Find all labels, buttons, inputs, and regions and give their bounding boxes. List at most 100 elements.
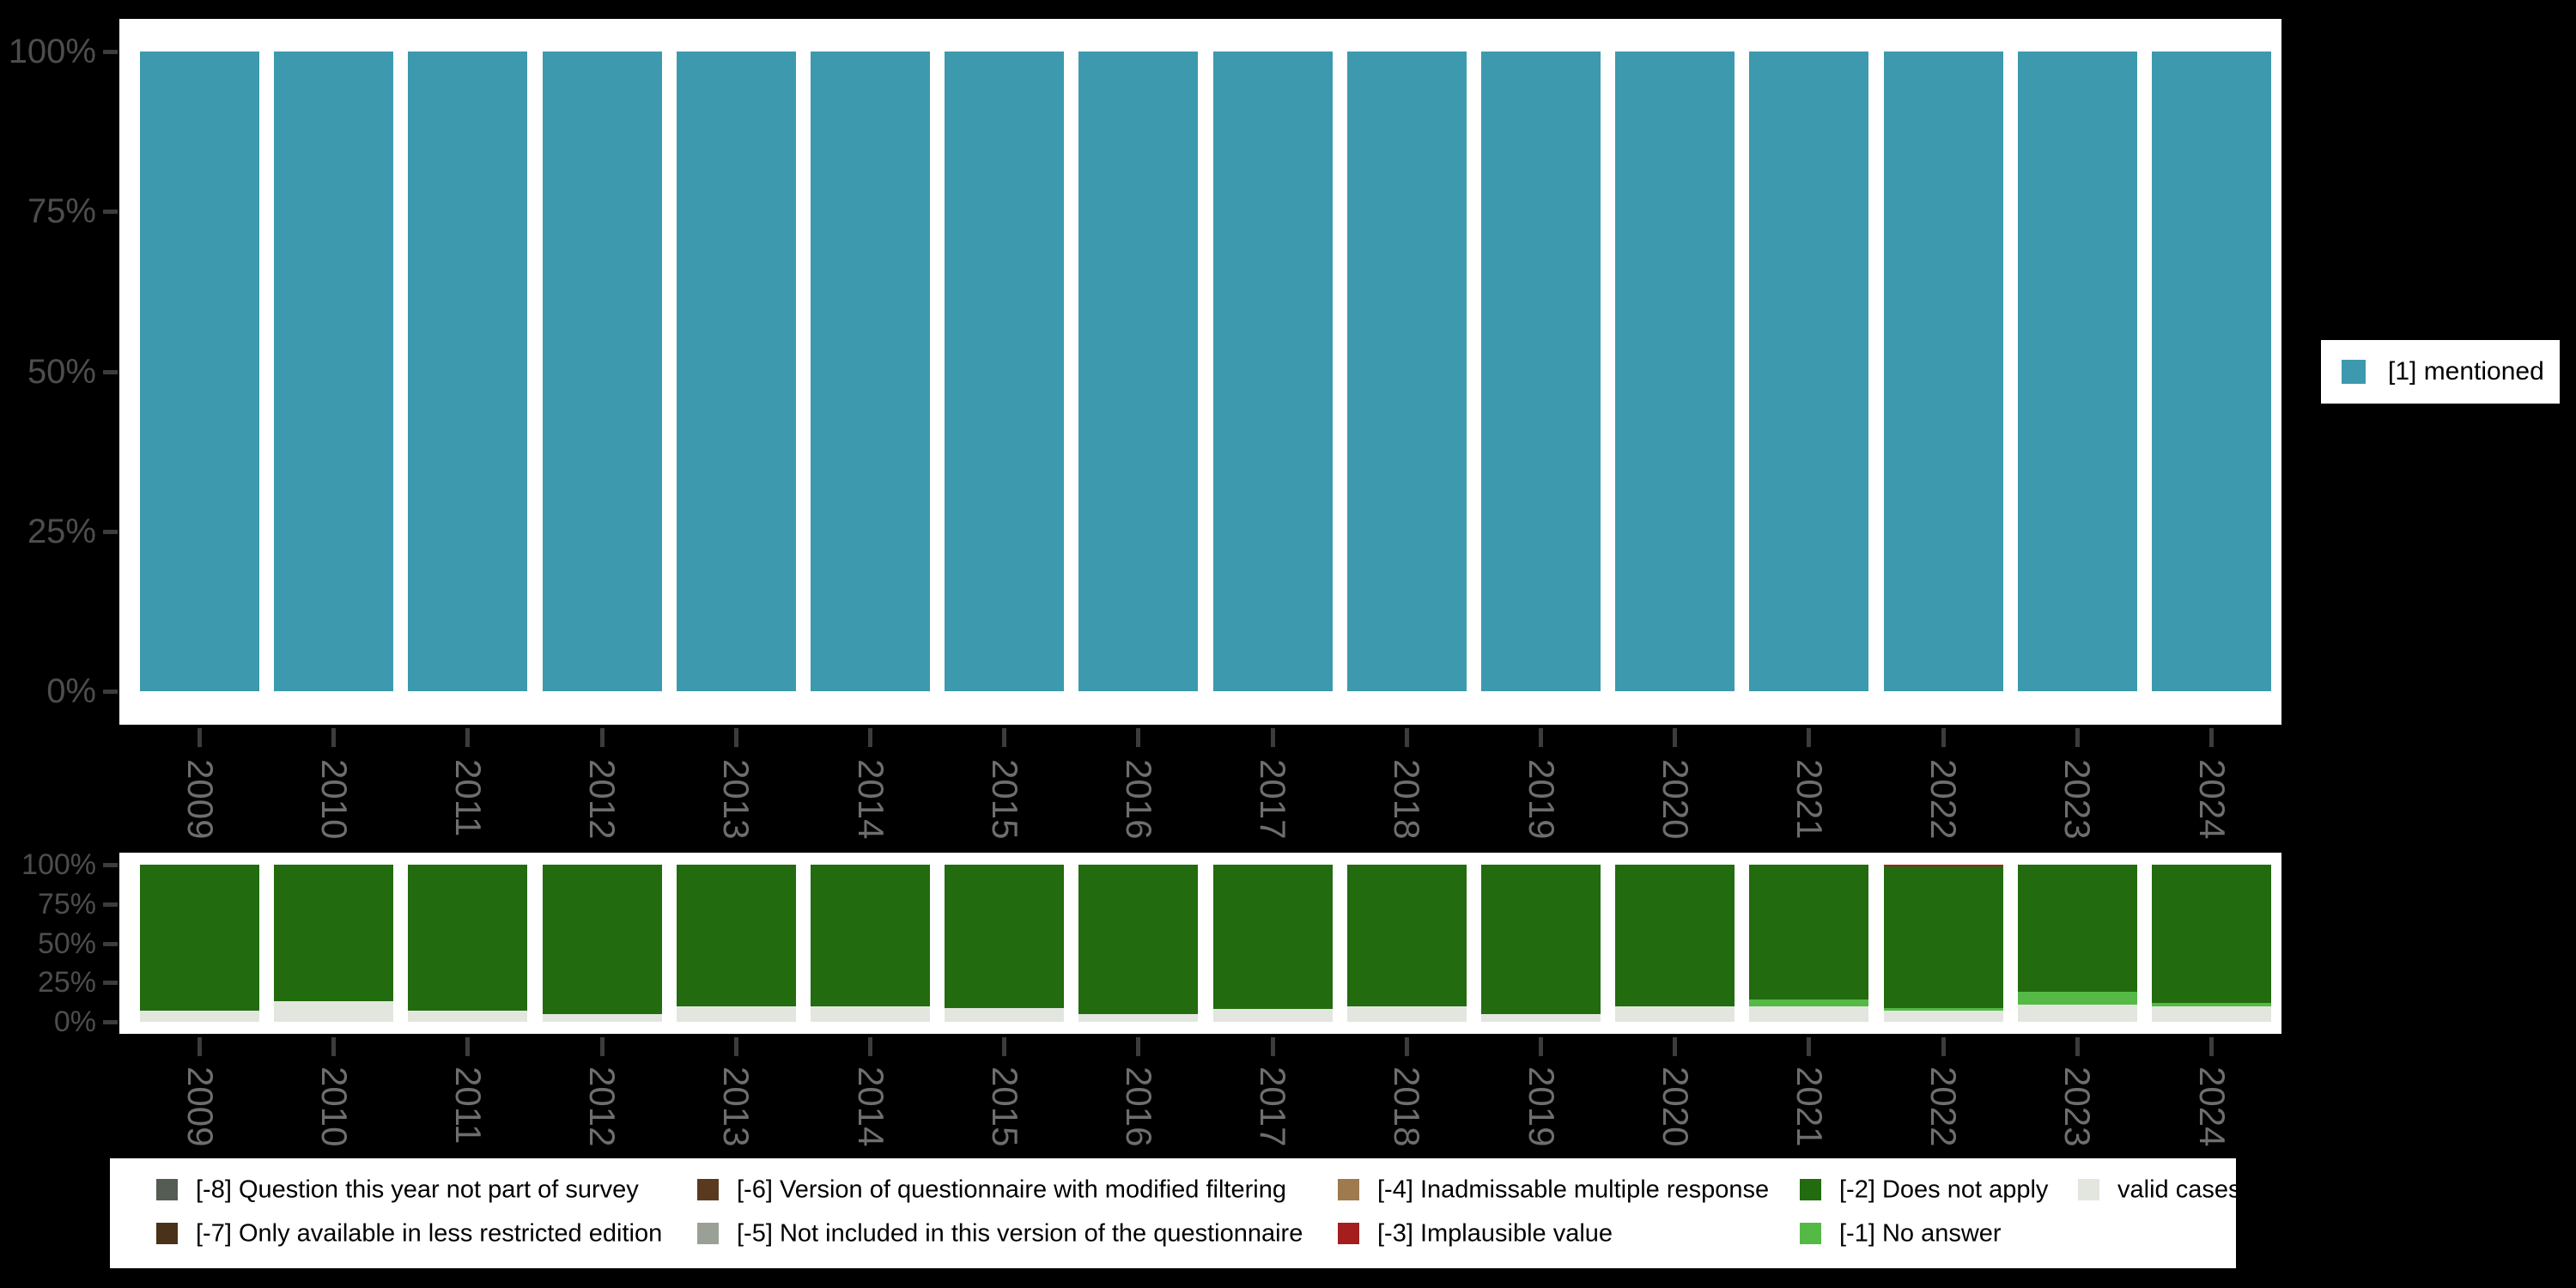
legend-swatch-valid [2078, 1179, 2099, 1200]
x-axis-tick [2075, 1037, 2080, 1056]
y-axis-tick [103, 863, 118, 867]
bar-segment-does-not-apply [1883, 866, 2003, 1008]
bar-segment-does-not-apply [2017, 865, 2137, 993]
x-axis-tick [868, 1037, 872, 1056]
x-axis-tick [465, 1037, 471, 1056]
legend-label--8: [-8] Question this year not part of surv… [196, 1176, 639, 1204]
legend-label--7: [-7] Only available in less restricted e… [196, 1219, 663, 1248]
x-axis-year-label: 2011 [447, 759, 489, 837]
y-axis-tick [103, 1020, 118, 1024]
bar-segment-valid-cases [542, 1013, 662, 1022]
x-axis-year-label: 2014 [850, 1066, 891, 1147]
x-axis-tick [1941, 728, 1946, 747]
bar-segment-does-not-apply [1615, 865, 1735, 1006]
legend-swatch--6 [697, 1179, 719, 1200]
bar-segment-valid-cases [2152, 1005, 2271, 1022]
bar-segment-does-not-apply [1212, 865, 1333, 1010]
bar-segment-no-answer [2152, 1003, 2271, 1006]
x-axis-tick [1270, 1037, 1275, 1056]
y-axis-label: 25% [27, 512, 96, 550]
x-axis-year-label: 2023 [2057, 1066, 2099, 1147]
y-axis-tick [103, 50, 118, 54]
x-axis-tick [733, 728, 738, 747]
bar-segment-mentioned [1481, 52, 1601, 691]
x-axis-year-label: 2020 [1655, 759, 1696, 840]
x-axis-year-label: 2014 [850, 759, 891, 840]
bar-segment-mentioned [1212, 52, 1333, 691]
y-axis-label: 75% [37, 887, 96, 920]
bar-segment-mentioned [2152, 52, 2271, 691]
x-axis-year-label: 2009 [179, 759, 221, 840]
x-axis-tick [868, 728, 872, 747]
x-axis-tick [1002, 1037, 1007, 1056]
x-axis-tick [331, 1037, 337, 1056]
x-axis-tick [1136, 728, 1141, 747]
bar-segment-implausible-value [1883, 865, 2003, 866]
bar-segment-mentioned [1749, 52, 1869, 691]
bar-segment-valid-cases [1346, 1005, 1467, 1022]
x-axis-tick [599, 1037, 605, 1056]
bar-segment-valid-cases [274, 1001, 394, 1022]
bar-segment-does-not-apply [1481, 865, 1601, 1014]
x-axis-tick [1002, 728, 1007, 747]
x-axis-year-label: 2024 [2191, 1066, 2233, 1147]
x-axis-year-label: 2021 [1789, 759, 1830, 840]
bar-segment-valid-cases [1883, 1011, 2003, 1022]
x-axis-tick [1673, 1037, 1678, 1056]
bar-segment-valid-cases [945, 1007, 1065, 1022]
bar-segment-does-not-apply [408, 865, 528, 1012]
legend-swatch--4 [1338, 1179, 1359, 1200]
bar-segment-does-not-apply [811, 865, 930, 1006]
x-axis-year-label: 2019 [1521, 759, 1562, 840]
legend-swatch--1 [1800, 1223, 1821, 1244]
bar-segment-does-not-apply [945, 865, 1065, 1008]
mentioned-legend: [1] mentioned [2321, 340, 2560, 404]
y-axis-tick [103, 941, 118, 946]
legend-swatch--8 [156, 1179, 178, 1200]
bar-segment-valid-cases [1615, 1005, 1735, 1022]
x-axis-tick [1270, 728, 1275, 747]
x-axis-year-label: 2017 [1253, 759, 1294, 840]
legend-label--4: [-4] Inadmissable multiple response [1377, 1176, 1770, 1204]
y-axis-label: 25% [37, 966, 96, 999]
bar-segment-valid-cases [1212, 1009, 1333, 1022]
x-axis-year-label: 2013 [716, 1066, 757, 1147]
bar-segment-mentioned [2017, 52, 2137, 691]
bar-segment-does-not-apply [274, 865, 394, 1002]
y-axis-label: 50% [27, 352, 96, 391]
legend-swatch--5 [697, 1223, 719, 1244]
x-axis-year-label: 2022 [1923, 1066, 1965, 1147]
x-axis-year-label: 2021 [1789, 1066, 1830, 1147]
bar-segment-does-not-apply [1078, 865, 1199, 1014]
y-axis-label: 50% [37, 927, 96, 960]
bar-segment-mentioned [811, 52, 930, 691]
bar-segment-does-not-apply [542, 865, 662, 1014]
bar-segment-mentioned [542, 52, 662, 691]
x-axis-year-label: 2016 [1118, 759, 1159, 840]
x-axis-tick [2209, 728, 2214, 747]
x-axis-year-label: 2018 [1387, 759, 1428, 840]
bar-segment-mentioned [274, 52, 394, 691]
legend-label--3: [-3] Implausible value [1377, 1219, 1613, 1248]
bar-segment-valid-cases [140, 1011, 259, 1022]
x-axis-year-label: 2020 [1655, 1066, 1696, 1147]
x-axis-year-label: 2018 [1387, 1066, 1428, 1147]
bar-segment-valid-cases [1078, 1013, 1199, 1022]
x-axis-year-label: 2011 [447, 1066, 489, 1145]
y-axis-tick [103, 981, 118, 986]
x-axis-year-label: 2010 [313, 759, 355, 840]
bar-segment-valid-cases [811, 1005, 930, 1022]
bar-segment-no-answer [1749, 999, 1869, 1006]
bar-segment-mentioned [1346, 52, 1467, 691]
x-axis-tick [1404, 728, 1409, 747]
legend-label--1: [-1] No answer [1839, 1219, 2002, 1248]
y-axis-label: 75% [27, 192, 96, 231]
bar-segment-mentioned [945, 52, 1065, 691]
bar-segment-does-not-apply [1749, 865, 1869, 1000]
y-axis-label: 0% [53, 1005, 96, 1038]
mentioned-legend-swatch [2342, 360, 2366, 384]
x-axis-tick [331, 728, 337, 747]
legend-swatch--7 [156, 1223, 178, 1244]
bar-segment-valid-cases [2017, 1004, 2137, 1022]
